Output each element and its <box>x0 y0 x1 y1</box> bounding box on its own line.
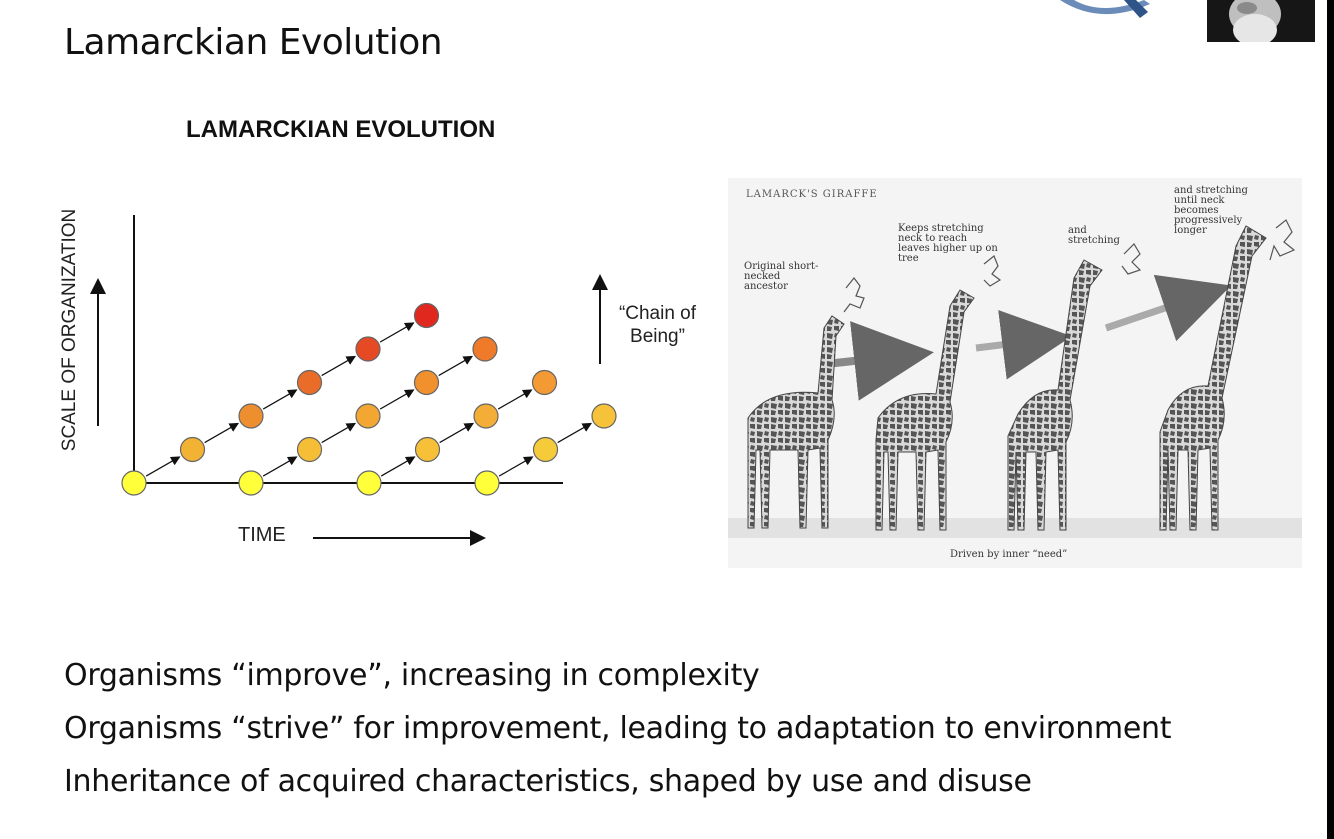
giraffe-caption-2: Keeps stretching neck to reach leaves hi… <box>898 223 998 264</box>
giraffe-1 <box>747 315 845 529</box>
diagram-title: LAMARCKIAN EVOLUTION <box>186 116 496 143</box>
bullet-list: Organisms “improve”, increasing in compl… <box>64 654 1171 813</box>
organism-node <box>413 302 440 329</box>
lineage-arrow <box>321 422 357 444</box>
organism-node <box>355 403 381 429</box>
giraffe-caption-4: and stretching until neck becomes progre… <box>1174 185 1248 236</box>
lineage-arrow <box>379 322 415 343</box>
lineage-arrow <box>498 456 534 477</box>
organism-node <box>296 436 323 463</box>
organism-node <box>121 470 147 496</box>
organism-node <box>414 436 441 463</box>
organism-node <box>356 470 382 496</box>
lineage-arrow <box>439 422 475 444</box>
organism-node <box>474 470 500 496</box>
organism-node <box>238 470 264 496</box>
giraffe-caption-3: and stretching <box>1068 225 1120 246</box>
lineage-arrow <box>379 389 415 410</box>
lineage-arrow <box>438 355 474 377</box>
bullet-item-1: Organisms “improve”, increasing in compl… <box>64 658 760 693</box>
organism-node <box>179 436 206 463</box>
organism-node <box>532 436 559 463</box>
giraffe-3 <box>1007 259 1103 531</box>
lineage-arrow <box>145 456 181 477</box>
giraffe-footer: Driven by inner “need” <box>950 549 1068 560</box>
lineage-arrow <box>321 355 357 377</box>
giraffe-4 <box>1159 225 1267 531</box>
y-axis-label: SCALE OF ORGANIZATION <box>59 208 80 452</box>
lineage-arrow <box>557 422 593 444</box>
organism-node <box>296 369 323 396</box>
lineage-arrow <box>262 456 298 477</box>
slide-edge <box>1327 0 1334 839</box>
portrait-image <box>1207 0 1315 42</box>
lineage-arrow <box>204 422 240 444</box>
organism-node <box>531 369 558 396</box>
organism-node <box>591 403 617 429</box>
organism-node <box>472 336 498 362</box>
organism-node <box>355 336 381 362</box>
chain-of-being-label: “Chain of Being” <box>618 303 697 347</box>
bullet-item-3: Inheritance of acquired characteristics,… <box>64 764 1032 799</box>
lamarckian-diagram <box>90 215 617 546</box>
lamarck-giraffe-illustration: LAMARCK'S GIRAFFE Original short-necked … <box>728 178 1302 568</box>
organism-node <box>238 403 264 429</box>
slide-title: Lamarckian Evolution <box>64 22 443 63</box>
lineage-arrow <box>262 389 298 410</box>
bullet-item-2: Organisms “strive” for improvement, lead… <box>64 711 1172 746</box>
lineage-arrow <box>497 389 533 410</box>
organism-node <box>413 369 440 396</box>
giraffe-drawing <box>728 219 1302 538</box>
logo-swoosh-icon <box>1040 0 1160 24</box>
giraffe-2 <box>875 289 975 531</box>
giraffe-illustration-title: LAMARCK'S GIRAFFE <box>746 189 878 200</box>
giraffe-caption-1: Original short-necked ancestor <box>744 261 819 292</box>
lineage-arrow <box>380 456 416 477</box>
x-axis-label: TIME <box>238 524 286 546</box>
organism-node <box>473 403 499 429</box>
